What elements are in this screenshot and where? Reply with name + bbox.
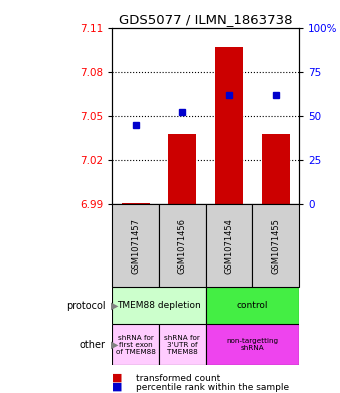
Text: non-targetting
shRNA: non-targetting shRNA [226, 338, 278, 351]
Bar [215, 47, 243, 204]
Bar [112, 287, 206, 324]
Bar [206, 204, 253, 287]
Text: TMEM88 depletion: TMEM88 depletion [117, 301, 201, 310]
Bar [159, 324, 206, 365]
Text: protocol: protocol [66, 301, 105, 310]
Bar [253, 204, 299, 287]
Text: ■: ■ [112, 373, 123, 383]
Text: percentile rank within the sample: percentile rank within the sample [136, 383, 289, 391]
Bar [168, 134, 197, 204]
Text: transformed count: transformed count [136, 374, 220, 382]
Bar [206, 287, 299, 324]
Bar [122, 203, 150, 204]
Text: ▶: ▶ [110, 301, 118, 310]
Title: GDS5077 / ILMN_1863738: GDS5077 / ILMN_1863738 [119, 13, 292, 26]
Text: ▶: ▶ [110, 340, 118, 350]
Text: GSM1071456: GSM1071456 [178, 218, 187, 274]
Bar [262, 134, 290, 204]
Text: GSM1071457: GSM1071457 [131, 218, 140, 274]
Bar [112, 324, 159, 365]
Bar [206, 324, 299, 365]
Text: shRNA for
first exon
of TMEM88: shRNA for first exon of TMEM88 [116, 335, 155, 355]
Text: control: control [237, 301, 268, 310]
Text: other: other [80, 340, 105, 350]
Text: GSM1071455: GSM1071455 [271, 218, 280, 274]
Text: shRNA for
3'UTR of
TMEM88: shRNA for 3'UTR of TMEM88 [164, 335, 200, 355]
Bar [159, 204, 206, 287]
Text: GSM1071454: GSM1071454 [225, 218, 234, 274]
Text: ■: ■ [112, 382, 123, 392]
Bar [112, 204, 159, 287]
